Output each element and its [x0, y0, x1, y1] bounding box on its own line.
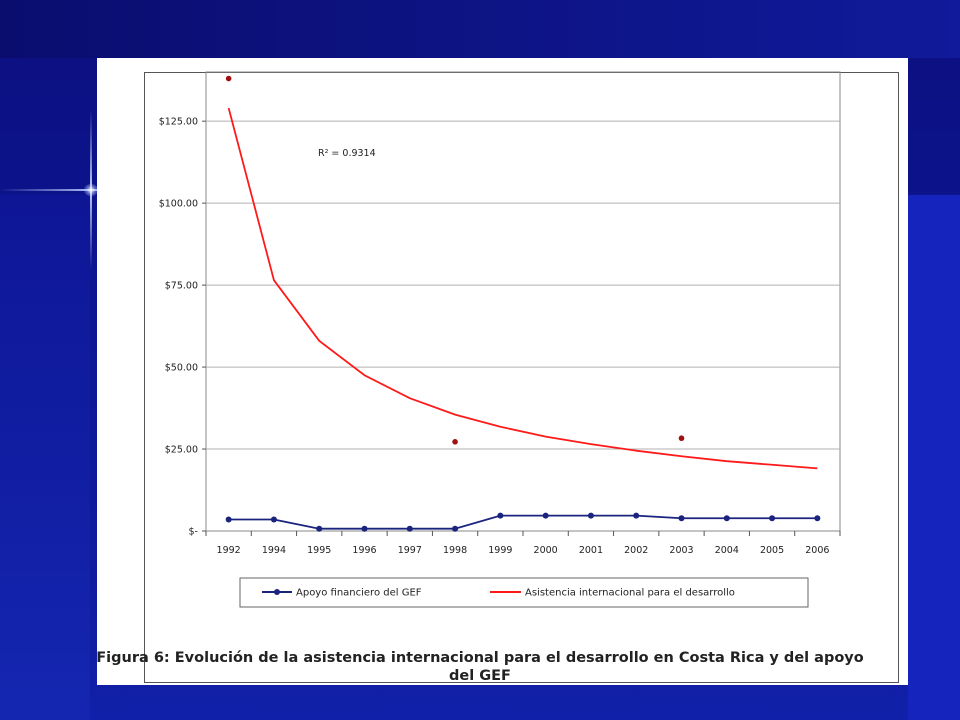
y-tick-label: $100.00	[159, 199, 198, 210]
legend-label-asistencia: Asistencia internacional para el desarro…	[525, 588, 735, 599]
data-point-asistencia	[678, 435, 685, 442]
r-squared-annotation: R² = 0.9314	[318, 148, 376, 159]
y-tick-label: $25.00	[165, 445, 198, 456]
y-tick-label: $-	[189, 527, 198, 538]
legend-marker-gef	[274, 589, 280, 595]
data-point-gef	[587, 512, 594, 519]
data-point-gef	[225, 516, 232, 523]
sparkle-star-icon	[84, 184, 98, 196]
data-point-asistencia	[452, 439, 458, 445]
slide-left-band	[0, 195, 90, 720]
legend-box	[239, 577, 809, 608]
caption-line-1: Figura 6: Evolución de la asistencia int…	[96, 650, 864, 666]
x-tick-label: 2002	[624, 545, 648, 556]
x-tick-label: 2000	[534, 545, 558, 556]
x-tick-label: 2001	[579, 545, 603, 556]
x-tick-label: 2004	[715, 545, 739, 556]
slide-top-band	[0, 0, 960, 58]
x-tick-label: 1999	[488, 545, 512, 556]
series-line-gef	[228, 514, 818, 530]
y-tick-label: $75.00	[165, 281, 198, 292]
legend-label-gef: Apoyo financiero del GEF	[296, 588, 422, 599]
data-point-gef	[723, 515, 730, 522]
figure-caption: Figura 6: Evolución de la asistencia int…	[0, 649, 960, 685]
data-point-gef	[361, 525, 368, 532]
slide-right-band	[908, 195, 960, 720]
x-tick-label: 1995	[307, 545, 331, 556]
x-tick-label: 2005	[760, 545, 784, 556]
x-tick-label: 1996	[352, 545, 376, 556]
data-point-gef	[406, 525, 413, 532]
data-point-gef	[769, 515, 776, 522]
y-tick-label: $125.00	[159, 117, 198, 128]
data-point-gef	[678, 515, 685, 522]
x-tick-label: 2003	[669, 545, 693, 556]
data-point-gef	[497, 512, 504, 519]
data-point-asistencia	[225, 75, 232, 82]
x-tick-label: 1998	[443, 545, 467, 556]
x-tick-label: 1994	[262, 545, 286, 556]
data-point-gef	[633, 512, 640, 519]
x-tick-label: 1992	[217, 545, 241, 556]
y-tick-label: $50.00	[165, 363, 198, 374]
data-point-gef	[814, 515, 821, 522]
data-point-gef	[542, 512, 549, 519]
series-line-asistencia-trend	[227, 107, 818, 470]
data-point-gef	[270, 516, 277, 523]
data-point-gef	[452, 525, 459, 532]
caption-line-2: del GEF	[449, 668, 511, 684]
x-tick-label: 2006	[805, 545, 829, 556]
data-point-gef	[316, 525, 323, 532]
x-tick-label: 1997	[398, 545, 422, 556]
